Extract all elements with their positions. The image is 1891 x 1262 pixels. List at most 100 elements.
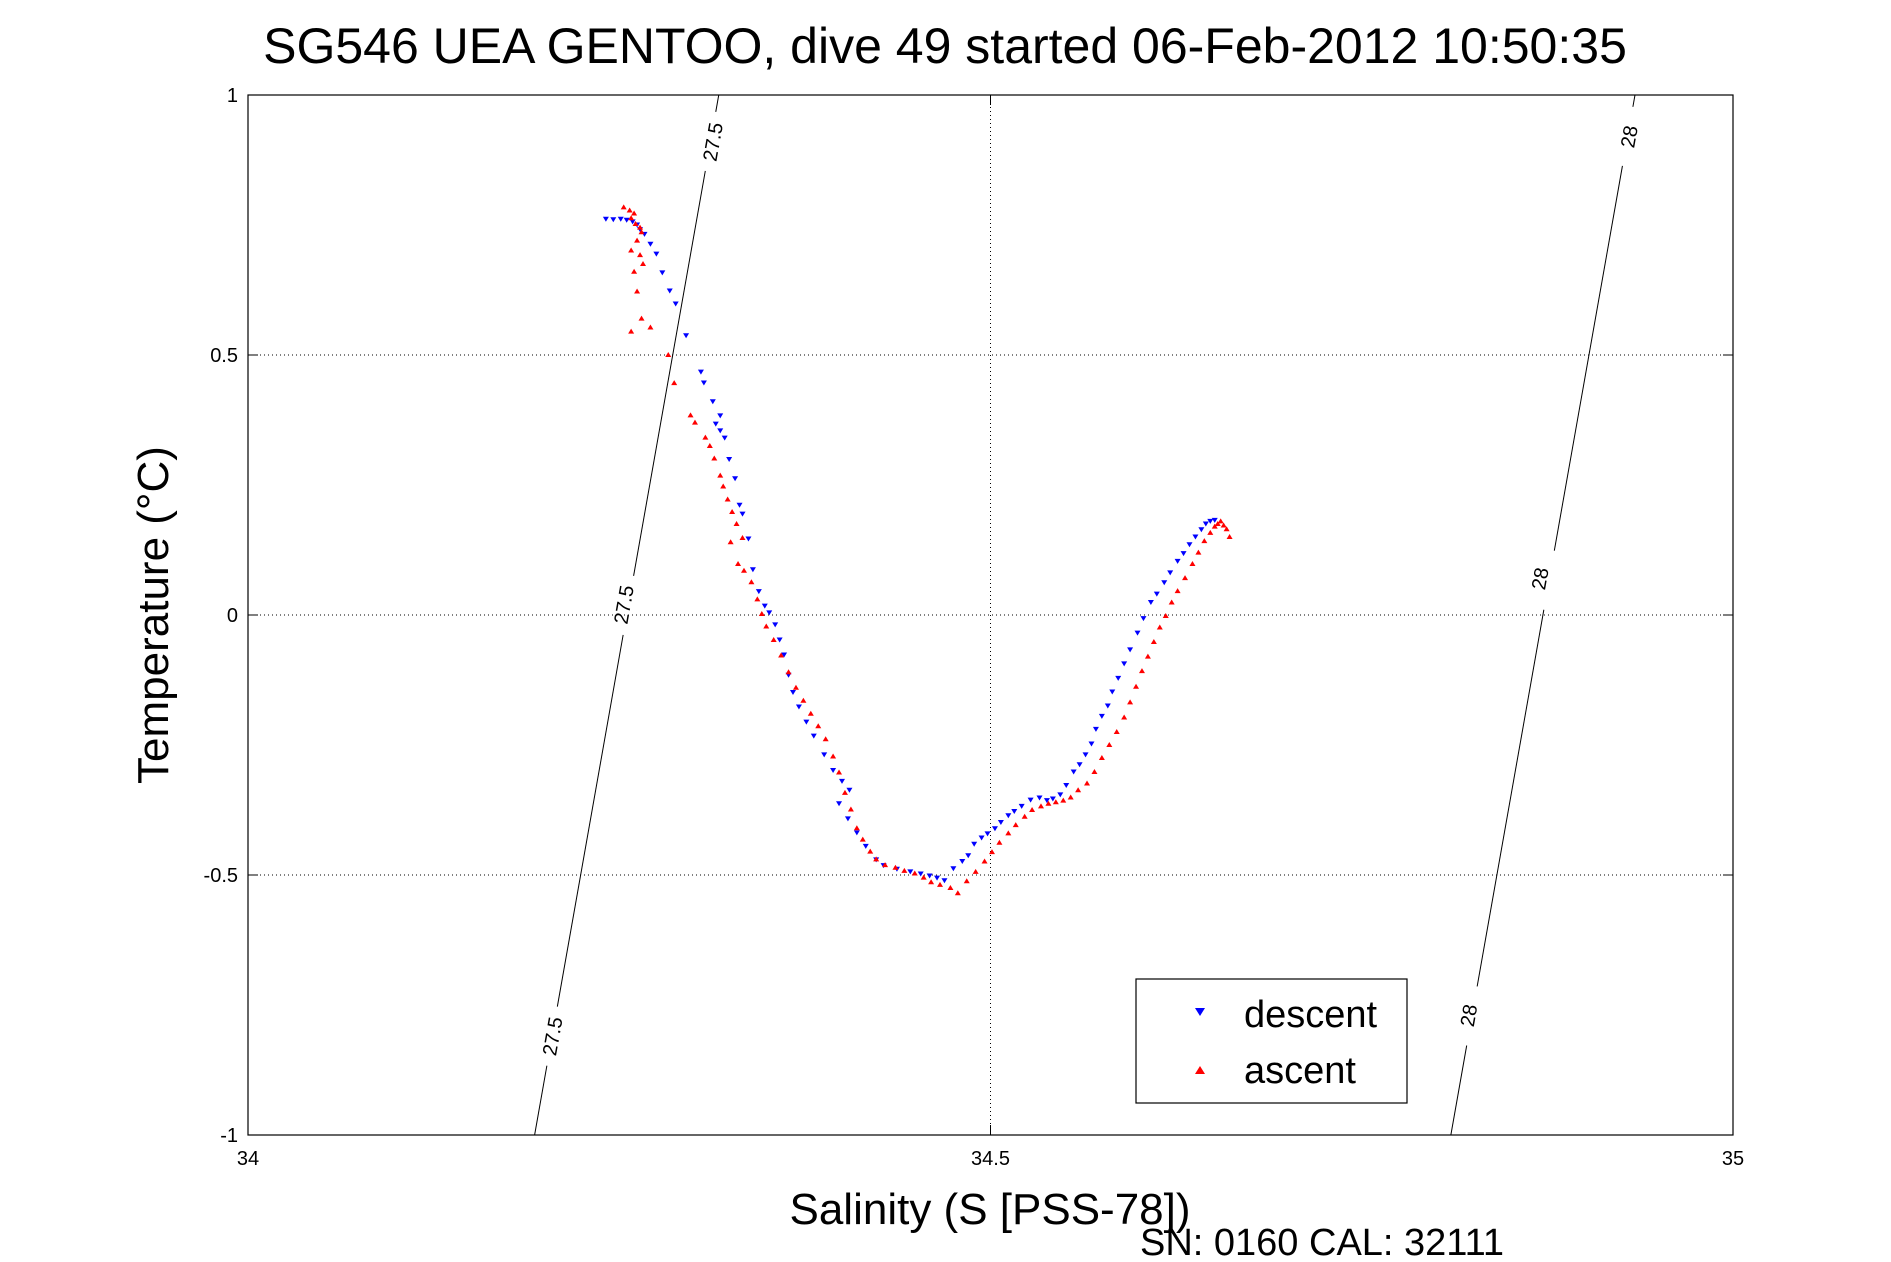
data-point-ascent [1150,639,1157,645]
data-point-descent [984,831,991,837]
data-point-descent [830,767,837,773]
data-point-ascent [729,509,736,515]
data-point-descent [617,216,624,222]
data-point-ascent [717,472,724,478]
data-point-descent [991,826,998,832]
contour-line [1553,165,1623,551]
x-axis-label: Salinity (S [PSS-78]) [789,1185,1190,1234]
contour-line [556,634,624,1007]
data-point-ascent [739,535,746,541]
data-point-descent [1070,769,1077,775]
data-point-descent [659,270,666,276]
data-point-ascent [1223,526,1230,532]
data-point-ascent [937,881,944,887]
data-point-ascent [785,669,792,675]
data-point-ascent [859,836,866,842]
y-tick-label: 0 [227,605,238,627]
data-point-descent [683,333,690,339]
data-point-descent [717,413,724,419]
data-point-descent [839,778,845,784]
data-point-descent [836,801,843,807]
data-point-ascent [1091,769,1098,775]
data-point-ascent [1217,518,1224,524]
data-point-descent [1121,661,1128,667]
data-point-ascent [687,412,694,418]
y-tick-label: -1 [220,1125,238,1147]
data-point-descent [717,428,724,434]
x-tick-label: 34 [237,1148,259,1170]
contour-label: 28 [1457,1003,1483,1029]
data-point-descent [1174,558,1181,564]
data-point-descent [712,421,719,427]
data-point-descent [700,380,707,386]
data-point-ascent [626,207,633,213]
data-point-ascent [836,769,843,775]
data-point-descent [697,369,704,375]
data-point-ascent [920,874,927,880]
data-point-ascent [620,204,627,210]
y-axis-label: Temperature (°C) [129,446,178,784]
data-point-descent [978,835,985,841]
data-point-ascent [815,723,822,729]
data-point-ascent [640,261,647,266]
data-point-descent [602,216,609,222]
data-point-descent [844,816,851,822]
data-point-descent [1027,797,1034,803]
data-point-descent [1115,675,1122,681]
data-point-descent [862,843,869,849]
data-point-ascent [830,753,837,759]
data-point-descent [997,819,1004,825]
contour-label: 28 [1617,124,1643,150]
footer-serial-cal: SN: 0160 CAL: 32111 [1140,1222,1504,1262]
data-point-ascent [1005,830,1012,836]
data-point-ascent [1037,803,1044,809]
data-point-ascent [1012,822,1019,828]
data-point-descent [776,637,783,643]
data-point-ascent [1127,699,1134,705]
data-point-ascent [1182,575,1189,581]
data-point-ascent [1220,522,1227,528]
data-point-ascent [724,496,731,502]
data-point-ascent [1189,561,1196,567]
data-point-ascent [1201,538,1208,544]
data-point-ascent [754,596,761,602]
data-point-descent [926,873,933,879]
contour-line [633,170,706,576]
data-point-ascent [763,623,770,629]
data-point-descent [1005,813,1012,819]
data-point-descent [1109,689,1116,695]
data-point-descent [1011,809,1018,815]
data-point-ascent [1174,588,1181,594]
data-point-descent [1082,752,1089,758]
data-point-descent [1092,726,1099,732]
data-point-descent [629,219,636,225]
data-point-descent [732,476,739,482]
data-point-ascent [847,806,854,812]
data-point-ascent [691,419,698,425]
data-point-descent [821,752,828,758]
data-point-ascent [778,652,785,658]
data-point-ascent [947,885,954,890]
data-point-descent [934,875,941,881]
contour-line [1632,94,1636,107]
data-point-ascent [638,315,645,321]
data-point-ascent [963,878,970,884]
data-point-descent [1076,762,1083,768]
contour-label: 28 [1528,566,1554,592]
data-point-ascent [727,539,734,545]
data-point-ascent [1045,800,1052,806]
data-point-descent [736,502,743,508]
data-point-descent [781,652,788,658]
contour-line [1450,1045,1468,1136]
data-point-descent [1088,741,1095,747]
data-point-ascent [665,352,672,357]
data-point-ascent [631,268,638,274]
data-point-ascent [1029,807,1036,812]
data-point-descent [623,217,630,223]
y-tick-label: 0.5 [210,345,238,367]
data-point-ascent [911,870,918,876]
data-point-ascent [634,237,641,243]
data-point-ascent [800,697,807,703]
contour-line [534,1065,548,1136]
legend-marker-descent [1195,1008,1205,1016]
